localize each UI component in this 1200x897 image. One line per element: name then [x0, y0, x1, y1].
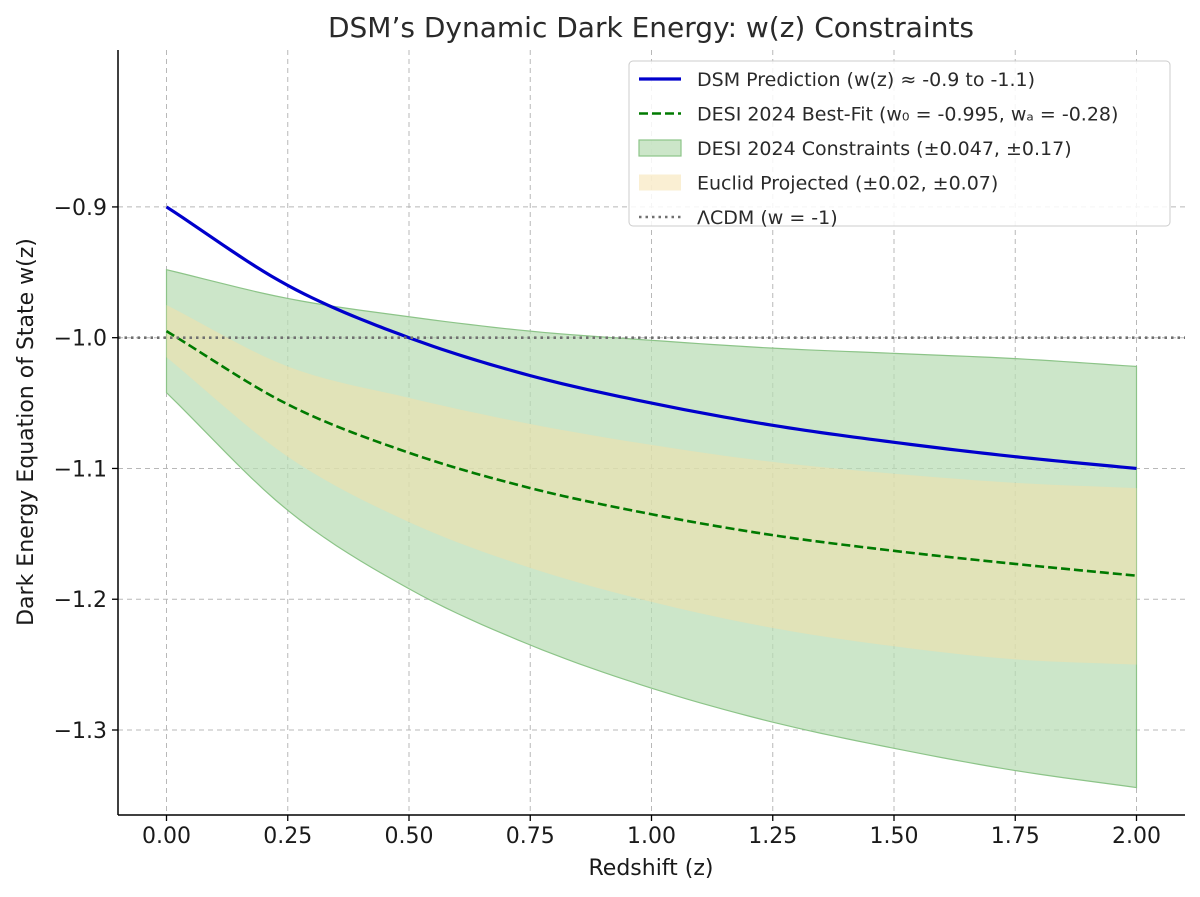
y-tick-label: −1.2 — [54, 588, 107, 613]
ticks: 0.00 0.25 0.50 0.75 1.00 1.25 1.50 1.75 2.00 −0.9… — [54, 196, 1161, 849]
x-tick-label: 0.50 — [385, 824, 434, 849]
x-tick-label: 1.00 — [627, 824, 676, 849]
legend-swatch — [638, 139, 682, 157]
legend-label: DESI 2024 Constraints (±0.047, ±0.17) — [697, 138, 1072, 160]
x-tick-label: 0.25 — [263, 824, 312, 849]
y-tick-label: −1.0 — [54, 327, 107, 352]
x-tick-label: 1.75 — [991, 824, 1040, 849]
legend-label: Euclid Projected (±0.02, ±0.07) — [697, 173, 998, 195]
legend: DSM Prediction (w(z) ≈ -0.9 to -1.1) DESI… — [628, 60, 1171, 229]
x-axis-title: Redshift (z) — [588, 856, 713, 881]
y-tick-label: −0.9 — [54, 196, 107, 221]
band-euclid-projected — [166, 305, 1137, 665]
legend-item-euclid-projected: Euclid Projected (±0.02, ±0.07) — [639, 173, 998, 195]
y-tick-label: −1.1 — [54, 457, 107, 482]
legend-box — [628, 60, 1171, 227]
x-tick-label: 0.00 — [142, 824, 191, 849]
chart-title: DSM’s Dynamic Dark Energy: w(z) Constrai… — [328, 11, 974, 44]
legend-item-dsm-prediction: DSM Prediction (w(z) ≈ -0.9 to -1.1) — [639, 69, 1035, 91]
legend-item-desi-constraints: DESI 2024 Constraints (±0.047, ±0.17) — [638, 138, 1072, 160]
lines — [118, 205, 1185, 577]
y-axis-title: Dark Energy Equation of State w(z) — [14, 238, 39, 626]
x-tick-label: 1.25 — [748, 824, 797, 849]
legend-item-lcdm: ΛCDM (w = -1) — [639, 207, 838, 229]
legend-swatch — [639, 174, 681, 191]
legend-item-desi-best-fit: DESI 2024 Best-Fit (w₀ = -0.995, wₐ = -0… — [639, 104, 1118, 126]
bands — [165, 268, 1138, 789]
x-tick-label: 1.50 — [870, 824, 919, 849]
legend-label: DSM Prediction (w(z) ≈ -0.9 to -1.1) — [697, 69, 1035, 91]
x-tick-label: 0.75 — [506, 824, 555, 849]
legend-label: DESI 2024 Best-Fit (w₀ = -0.995, wₐ = -0… — [697, 104, 1118, 126]
desi-best-fit-line — [165, 330, 1137, 577]
legend-label: ΛCDM (w = -1) — [697, 207, 838, 229]
y-tick-label: −1.3 — [54, 719, 107, 744]
dsm-prediction-line — [165, 205, 1137, 471]
x-tick-label: 2.00 — [1112, 824, 1161, 849]
